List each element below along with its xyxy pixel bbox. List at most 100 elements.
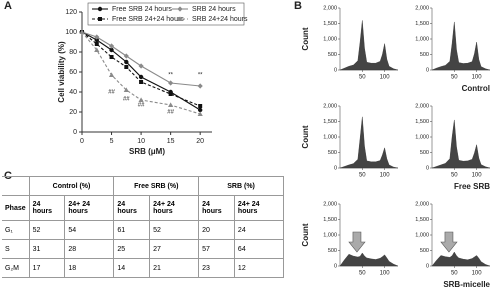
arrow <box>440 231 458 253</box>
table-cell: 21 <box>149 258 200 278</box>
y-tick-label: 20 <box>69 109 77 116</box>
table-cell: 57 <box>198 239 235 259</box>
point <box>94 42 99 46</box>
y-tick-label: 500 <box>328 248 337 254</box>
table-cell: 64 <box>233 239 285 259</box>
point <box>139 80 144 84</box>
table-cell: 28 <box>64 239 115 259</box>
legend-marker <box>177 6 183 12</box>
panel-letter: A <box>4 0 12 12</box>
table-cell: 61 <box>113 220 151 240</box>
point <box>198 104 203 108</box>
x-tick-label: 50 <box>451 75 458 81</box>
y-tick-label: 1,500 <box>323 217 337 223</box>
table-cell: 14 <box>113 258 151 278</box>
point <box>124 59 129 65</box>
y-tick-label: 2,000 <box>415 5 429 11</box>
panel-letter: C <box>4 170 12 182</box>
y-tick-label: 1,000 <box>323 134 337 140</box>
y-tick-label: 2,000 <box>415 103 429 109</box>
point <box>94 37 99 43</box>
y-tick-label: 500 <box>420 52 429 58</box>
table-cell: G₁ <box>2 220 30 240</box>
table-cell: 12 <box>233 258 285 278</box>
table-cell: 20 <box>198 220 235 240</box>
table-cell: 24 hours <box>113 195 151 221</box>
legend-label: Free SRB 24+24 hours <box>112 16 184 23</box>
y-tick-label: 0 <box>426 263 429 269</box>
y-tick-label: 2,000 <box>415 201 429 207</box>
annotation: ## <box>138 103 145 109</box>
y-tick-label: 0 <box>334 67 337 73</box>
y-tick-label: 2,000 <box>323 5 337 11</box>
y-tick-label: 1,000 <box>415 232 429 238</box>
group-caption: SRB-micelle <box>443 280 490 289</box>
table-cell: 52 <box>149 220 200 240</box>
x-tick-label: 50 <box>359 173 366 179</box>
point <box>168 80 174 86</box>
table-cell: 27 <box>149 239 200 259</box>
y-tick-label: 2,000 <box>323 201 337 207</box>
point <box>138 63 144 69</box>
y-tick-label: 1,500 <box>323 119 337 125</box>
panel-letter: B <box>294 0 302 12</box>
table-header: SRB (%) <box>198 176 284 196</box>
legend-label: SRB 24+24 hours <box>192 16 248 23</box>
x-tick-label: 10 <box>137 138 145 145</box>
x-tick-label: 50 <box>359 75 366 81</box>
point <box>197 83 203 89</box>
point <box>197 111 203 116</box>
table-cell: G₂M <box>2 258 30 278</box>
y-axis-title: Count <box>301 27 310 50</box>
table-cell: 54 <box>64 220 115 240</box>
point <box>138 74 144 80</box>
x-tick-label: 0 <box>80 138 84 145</box>
table-cell: 24 hours <box>198 195 235 221</box>
annotation: ## <box>167 110 174 116</box>
table-header: Control (%) <box>28 176 115 196</box>
point <box>109 47 114 53</box>
point <box>108 43 115 49</box>
y-tick-label: 1,000 <box>323 36 337 42</box>
table-row: G₁ 52 54 61 52 20 24 <box>2 220 285 240</box>
arrow <box>348 231 366 253</box>
y-tick-label: 120 <box>65 9 77 16</box>
x-tick-label: 20 <box>196 138 204 145</box>
table-cell: 24+ 24 hours <box>149 195 200 221</box>
group-caption: Control <box>462 84 490 93</box>
table-header-row: Control (%) Free SRB (%) SRB (%) <box>2 176 284 196</box>
point <box>94 47 100 52</box>
y-tick-label: 1,500 <box>323 21 337 27</box>
annotation: ## <box>108 90 115 96</box>
x-tick-label: 100 <box>380 173 391 179</box>
x-axis-title: SRB (μM) <box>129 147 165 156</box>
y-tick-label: 1,000 <box>323 232 337 238</box>
table-cell: 23 <box>198 258 235 278</box>
point <box>168 92 173 96</box>
point <box>197 107 203 113</box>
y-tick-label: 60 <box>69 69 77 76</box>
point <box>79 29 85 34</box>
table-cell: 24 <box>233 220 285 240</box>
point <box>94 34 100 40</box>
table-cell: S <box>2 239 30 259</box>
histogram-area <box>339 116 399 169</box>
point <box>168 102 174 107</box>
y-tick-label: 100 <box>65 29 77 36</box>
table-cell: 25 <box>113 239 151 259</box>
table-row: Phase 24 hours 24+ 24 hours 24 hours 24+ 24 … <box>2 195 285 221</box>
point <box>123 53 129 59</box>
y-tick-label: 0 <box>426 67 429 73</box>
y-tick-label: 500 <box>328 150 337 156</box>
y-axis-title: Count <box>301 223 310 246</box>
y-tick-label: 1,500 <box>415 21 429 27</box>
legend-label: Free SRB 24 hours <box>112 6 172 13</box>
y-tick-label: 0 <box>334 165 337 171</box>
y-tick-label: 1,500 <box>415 217 429 223</box>
annotation: ** <box>168 73 173 79</box>
y-tick-label: 0 <box>334 263 337 269</box>
y-tick-label: 1,000 <box>415 36 429 42</box>
table-cell: 18 <box>64 258 115 278</box>
